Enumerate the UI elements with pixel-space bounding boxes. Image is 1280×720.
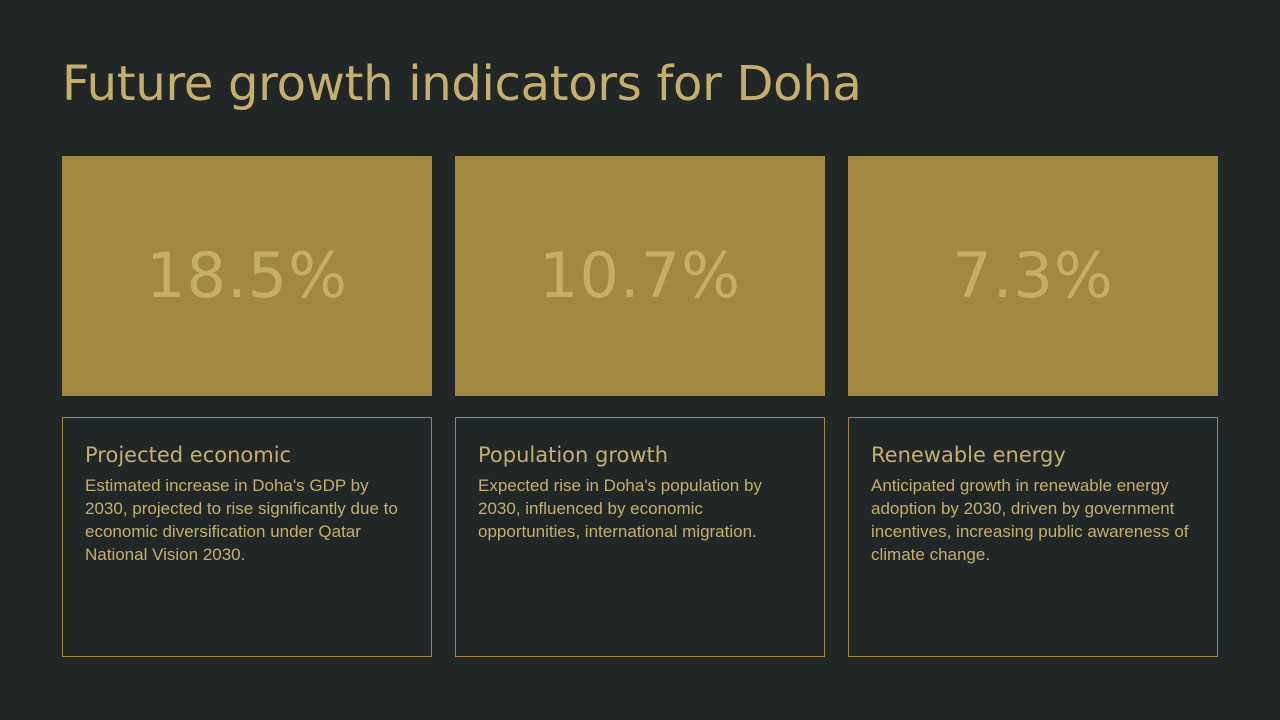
stat-value: 7.3% (952, 239, 1114, 312)
stat-value: 18.5% (146, 239, 348, 312)
card-renewable: Renewable energy Anticipated growth in r… (848, 417, 1218, 657)
card-heading: Projected economic (85, 443, 292, 467)
card-description: Expected rise in Doha's population by 20… (478, 476, 762, 541)
card-heading: Renewable energy (871, 443, 1066, 467)
slide-title: Future growth indicators for Doha (62, 56, 862, 112)
card-description: Anticipated growth in renewable energy a… (871, 476, 1189, 564)
stat-box-economic: 18.5% (62, 156, 432, 396)
card-economic: Projected economic Estimated increase in… (62, 417, 432, 657)
stat-value: 10.7% (539, 239, 741, 312)
card-population: Population growth Expected rise in Doha'… (455, 417, 825, 657)
card-description: Estimated increase in Doha's GDP by 2030… (85, 476, 398, 564)
stat-box-renewable: 7.3% (848, 156, 1218, 396)
stat-box-population: 10.7% (455, 156, 825, 396)
card-heading: Population growth (478, 443, 669, 467)
